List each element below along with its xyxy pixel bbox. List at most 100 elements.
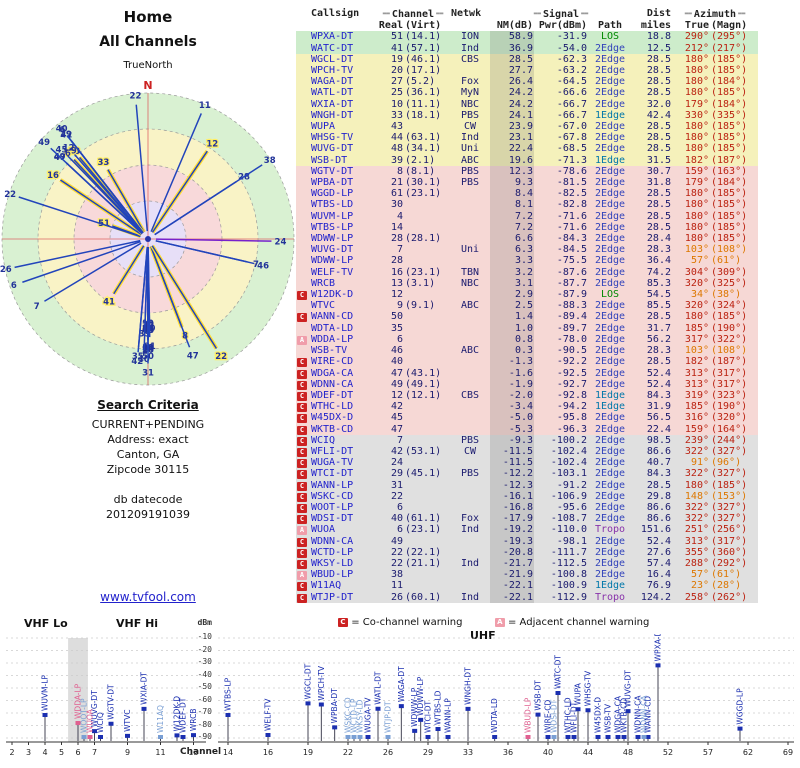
table-row: C WCIQ 7 PBS -9.3 -100.2 2Edge 98.5 239° (244°) — [296, 434, 758, 446]
path-cell: 2Edge — [594, 76, 626, 88]
magn-az-cell: (153°) — [711, 490, 748, 502]
miles-cell: 28.5 — [646, 356, 671, 368]
callsign-cell[interactable]: WDDA-LP — [311, 333, 354, 345]
radar-spoke — [14, 239, 141, 269]
callsign-cell[interactable]: WCTD-LP — [311, 546, 354, 558]
marker-cell: C — [296, 457, 310, 469]
miles-cell: 84.3 — [646, 389, 671, 401]
callsign-cell[interactable]: WIRE-CD — [311, 356, 354, 368]
callsign-cell[interactable]: WTHC-LD — [311, 401, 354, 413]
channel-virt-cell — [404, 334, 450, 345]
magn-az-cell: (28°) — [711, 580, 742, 592]
marker-cell — [296, 31, 310, 42]
station-callsign-label: WATL-DT — [374, 671, 383, 705]
channel-virt-cell — [404, 491, 450, 502]
network-cell — [450, 233, 490, 244]
network-cell — [450, 379, 490, 390]
signal-stem-marker — [305, 701, 311, 706]
callsign-cell[interactable]: WDGA-CA — [311, 367, 354, 379]
callsign-cell[interactable]: WAGA-DT — [311, 76, 354, 88]
magn-az-cell: (322°) — [711, 333, 748, 345]
callsign-cell[interactable]: WUVM-LP — [311, 210, 354, 222]
network-cell — [450, 412, 490, 423]
channel-virt-cell: (23.1) — [405, 266, 442, 278]
callsign-cell[interactable]: WFLI-DT — [311, 445, 354, 457]
callsign-cell[interactable]: WOOT-LP — [311, 501, 354, 513]
miles-cell: 30.7 — [646, 165, 671, 177]
callsign-cell[interactable]: WUVG-DT — [311, 143, 354, 155]
callsign-cell[interactable]: WRCB — [311, 277, 336, 289]
callsign-cell[interactable]: W12DK-D — [311, 289, 354, 301]
callsign-cell[interactable]: WANN-LP — [311, 479, 354, 491]
marker-cell: C — [296, 289, 310, 301]
callsign-cell[interactable]: WXIA-DT — [311, 98, 354, 110]
marker-cell — [296, 121, 310, 132]
callsign-cell[interactable]: WHSG-TV — [311, 132, 354, 144]
callsign-cell[interactable]: WUPA — [311, 121, 336, 133]
callsign-cell[interactable]: W11AQ — [311, 580, 342, 592]
channel-virt-cell — [404, 401, 450, 412]
radar-channel-label: 22 — [215, 352, 227, 362]
signal-stem-marker — [418, 717, 424, 722]
radar-channel-label: 33 — [97, 158, 109, 168]
pwr-cell: -81.5 — [556, 177, 587, 189]
callsign-cell[interactable]: WTVC — [311, 300, 336, 312]
callsign-cell[interactable]: WTBS-LP — [311, 221, 354, 233]
callsign-cell[interactable]: WBUD-LP — [311, 569, 354, 581]
callsign-cell[interactable]: WPBA-DT — [311, 177, 354, 189]
nm-cell: -19.2 — [490, 524, 534, 536]
channel-real-cell: 21 — [390, 177, 403, 189]
callsign-cell[interactable]: WDNN-CA — [311, 378, 354, 390]
callsign-cell[interactable]: WGTV-DT — [311, 165, 354, 177]
callsign-cell[interactable]: WDNN-CA — [311, 535, 354, 547]
callsign-cell[interactable]: WANN-CD — [311, 311, 354, 323]
callsign-cell[interactable]: WGGD-LP — [311, 188, 354, 200]
callsign-cell[interactable]: WNGH-DT — [311, 109, 354, 121]
magn-az-cell: (190°) — [711, 322, 748, 334]
callsign-cell[interactable]: W45DX-D — [311, 412, 354, 424]
callsign-cell[interactable]: WSKC-CD — [311, 490, 354, 502]
callsign-cell[interactable]: WSB-DT — [311, 154, 348, 166]
callsign-cell[interactable]: WDEF-DT — [311, 389, 354, 401]
radar-channel-label: 38 — [264, 156, 276, 166]
signal-stem-marker — [635, 735, 641, 739]
co-channel-warning-icon: C — [297, 503, 307, 513]
network-cell: ION — [460, 31, 480, 43]
callsign-cell[interactable]: WPXA-DT — [311, 31, 354, 43]
signal-table: Callsign Channel Netwk Signal Dist Azimu… — [296, 8, 758, 603]
callsign-cell[interactable]: WDTA-LD — [311, 322, 354, 334]
path-cell: LOS — [600, 289, 620, 301]
tvfool-link[interactable]: www.tvfool.com — [100, 590, 196, 604]
signal-stem-marker — [375, 706, 381, 711]
callsign-cell[interactable]: WDSI-DT — [311, 513, 354, 525]
callsign-cell[interactable]: WUGA-TV — [311, 457, 354, 469]
true-az-cell: 320° — [684, 300, 709, 312]
callsign-cell[interactable]: WKSY-LD — [311, 557, 354, 569]
callsign-cell[interactable]: WUOA — [311, 524, 336, 536]
marker-cell: C — [296, 592, 310, 603]
marker-cell — [296, 345, 310, 356]
callsign-cell[interactable]: WUVG-DT — [311, 244, 354, 256]
magn-az-cell: (292°) — [711, 557, 748, 569]
marker-cell: C — [296, 547, 310, 558]
callsign-cell[interactable]: WPCH-TV — [311, 65, 354, 77]
callsign-cell[interactable]: WKTB-CD — [311, 423, 354, 435]
callsign-cell[interactable]: WATL-DT — [311, 87, 354, 99]
callsign-cell[interactable]: WTBS-LD — [311, 199, 354, 211]
true-az-cell: 180° — [684, 188, 709, 200]
callsign-cell[interactable]: WATC-DT — [311, 42, 354, 54]
callsign-cell[interactable]: WDWW-LP — [311, 233, 354, 245]
callsign-cell[interactable]: WTJP-DT — [311, 591, 354, 603]
callsign-cell[interactable]: WCIQ — [311, 434, 336, 446]
callsign-cell[interactable]: WSB-TV — [311, 345, 348, 357]
callsign-cell[interactable]: WGCL-DT — [311, 53, 354, 65]
true-az-cell: 180° — [684, 210, 709, 222]
channel-virt-cell — [404, 255, 450, 266]
miles-cell: 32.0 — [646, 98, 671, 110]
pwr-cell: -66.7 — [556, 109, 587, 121]
search-criteria-line: CURRENT+PENDING — [91, 418, 205, 431]
magn-az-cell: (190°) — [711, 401, 748, 413]
callsign-cell[interactable]: WDWW-LP — [311, 255, 354, 267]
callsign-cell[interactable]: WELF-TV — [311, 266, 354, 278]
callsign-cell[interactable]: WTCI-DT — [311, 468, 354, 480]
